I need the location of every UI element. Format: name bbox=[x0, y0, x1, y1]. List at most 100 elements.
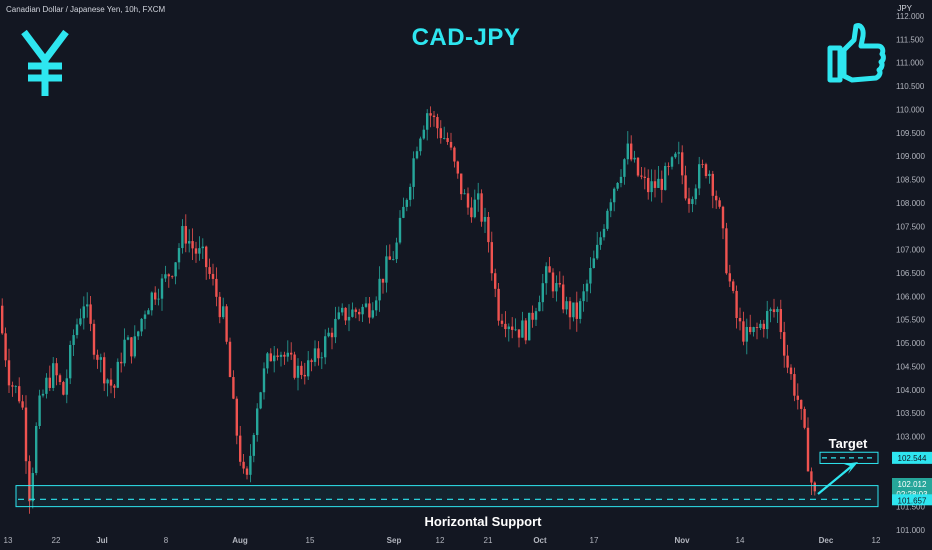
candle-body bbox=[514, 329, 517, 331]
x-tick-label: Aug bbox=[232, 536, 248, 545]
candle-body bbox=[120, 361, 123, 364]
candle-body bbox=[599, 237, 602, 245]
candle-body bbox=[412, 158, 415, 187]
candle-body bbox=[684, 175, 687, 199]
candle-body bbox=[11, 385, 14, 387]
y-tick-label: 101.500 bbox=[896, 503, 925, 512]
candle-body bbox=[381, 278, 385, 283]
candle-body bbox=[4, 333, 7, 361]
candle-body bbox=[7, 360, 11, 386]
candle-body bbox=[273, 355, 276, 362]
target-price-text: 102.544 bbox=[898, 454, 927, 463]
candle-body bbox=[698, 164, 701, 189]
y-tick-label: 112.000 bbox=[896, 12, 925, 21]
candle-body bbox=[279, 354, 283, 357]
candle-body bbox=[65, 378, 68, 395]
candle-body bbox=[779, 309, 782, 333]
candle-body bbox=[310, 360, 313, 362]
x-tick-label: 12 bbox=[436, 536, 445, 545]
candle-body bbox=[364, 303, 368, 307]
candle-body bbox=[432, 115, 436, 118]
candle-body bbox=[239, 435, 242, 462]
candle-body bbox=[201, 246, 204, 249]
x-tick-label: Sep bbox=[387, 536, 402, 545]
candle-body bbox=[803, 408, 806, 428]
candle-body bbox=[517, 329, 521, 338]
y-tick-label: 109.500 bbox=[896, 129, 925, 138]
candle-body bbox=[344, 307, 347, 321]
candle-body bbox=[395, 242, 398, 260]
candle-body bbox=[18, 386, 21, 402]
candle-body bbox=[456, 161, 459, 174]
candle-body bbox=[334, 318, 337, 338]
candle-body bbox=[351, 309, 354, 317]
candle-body bbox=[313, 348, 317, 362]
candle-body bbox=[354, 309, 357, 312]
candle-body bbox=[133, 336, 136, 357]
candle-body bbox=[368, 303, 371, 318]
candle-body bbox=[388, 256, 391, 260]
candle-body bbox=[103, 357, 106, 384]
candle-body bbox=[215, 278, 218, 297]
candle-body bbox=[531, 312, 534, 320]
candle-body bbox=[160, 278, 164, 299]
candle-body bbox=[439, 128, 442, 139]
candle-body bbox=[249, 455, 252, 475]
candle-body bbox=[392, 259, 395, 260]
candle-body bbox=[691, 199, 694, 204]
candle-body bbox=[232, 377, 235, 399]
candle-body bbox=[749, 326, 752, 333]
candle-body bbox=[194, 248, 198, 254]
candle-body bbox=[123, 339, 126, 364]
candle-body bbox=[113, 385, 116, 388]
candle-body bbox=[742, 321, 745, 342]
candle-body bbox=[766, 311, 769, 330]
candle-body bbox=[657, 178, 660, 188]
candle-body bbox=[721, 206, 725, 229]
x-tick-label: Nov bbox=[674, 536, 690, 545]
candle-body bbox=[198, 248, 201, 254]
candle-body bbox=[415, 151, 419, 159]
candle-body bbox=[602, 228, 606, 238]
candle-body bbox=[55, 363, 58, 376]
candle-body bbox=[623, 159, 626, 177]
candle-body bbox=[528, 312, 531, 341]
candle-body bbox=[327, 332, 330, 337]
y-tick-label: 104.000 bbox=[896, 386, 925, 395]
candle-body bbox=[293, 354, 296, 378]
y-tick-label: 105.500 bbox=[896, 316, 925, 325]
candle-body bbox=[341, 307, 344, 313]
candle-body bbox=[504, 323, 507, 330]
candle-body bbox=[555, 283, 558, 292]
candle-body bbox=[575, 302, 578, 319]
candle-body bbox=[589, 267, 592, 284]
candle-body bbox=[358, 311, 361, 315]
candle-body bbox=[647, 177, 650, 193]
candle-body bbox=[218, 296, 221, 318]
candle-body bbox=[106, 379, 109, 384]
candle-body bbox=[650, 181, 653, 193]
candle-body bbox=[82, 306, 85, 319]
candle-body bbox=[728, 273, 731, 282]
x-tick-label: 12 bbox=[872, 536, 881, 545]
candle-body bbox=[562, 284, 565, 310]
candle-body bbox=[776, 309, 779, 313]
y-tick-label: 104.500 bbox=[896, 362, 925, 371]
candle-body bbox=[75, 324, 79, 336]
candle-body bbox=[609, 202, 612, 211]
candle-body bbox=[409, 186, 412, 200]
candle-body bbox=[511, 326, 514, 330]
candle-body bbox=[558, 283, 561, 285]
candle-body bbox=[500, 320, 504, 324]
candle-body bbox=[130, 337, 133, 357]
candle-body bbox=[361, 306, 364, 315]
candle-body bbox=[35, 425, 38, 474]
candle-body bbox=[405, 199, 408, 207]
y-tick-label: 103.500 bbox=[896, 409, 925, 418]
candle-body bbox=[494, 273, 497, 289]
candle-body bbox=[759, 323, 762, 328]
chart-title: CAD-JPY bbox=[411, 24, 521, 51]
candle-body bbox=[283, 354, 286, 357]
candle-body bbox=[772, 309, 776, 313]
